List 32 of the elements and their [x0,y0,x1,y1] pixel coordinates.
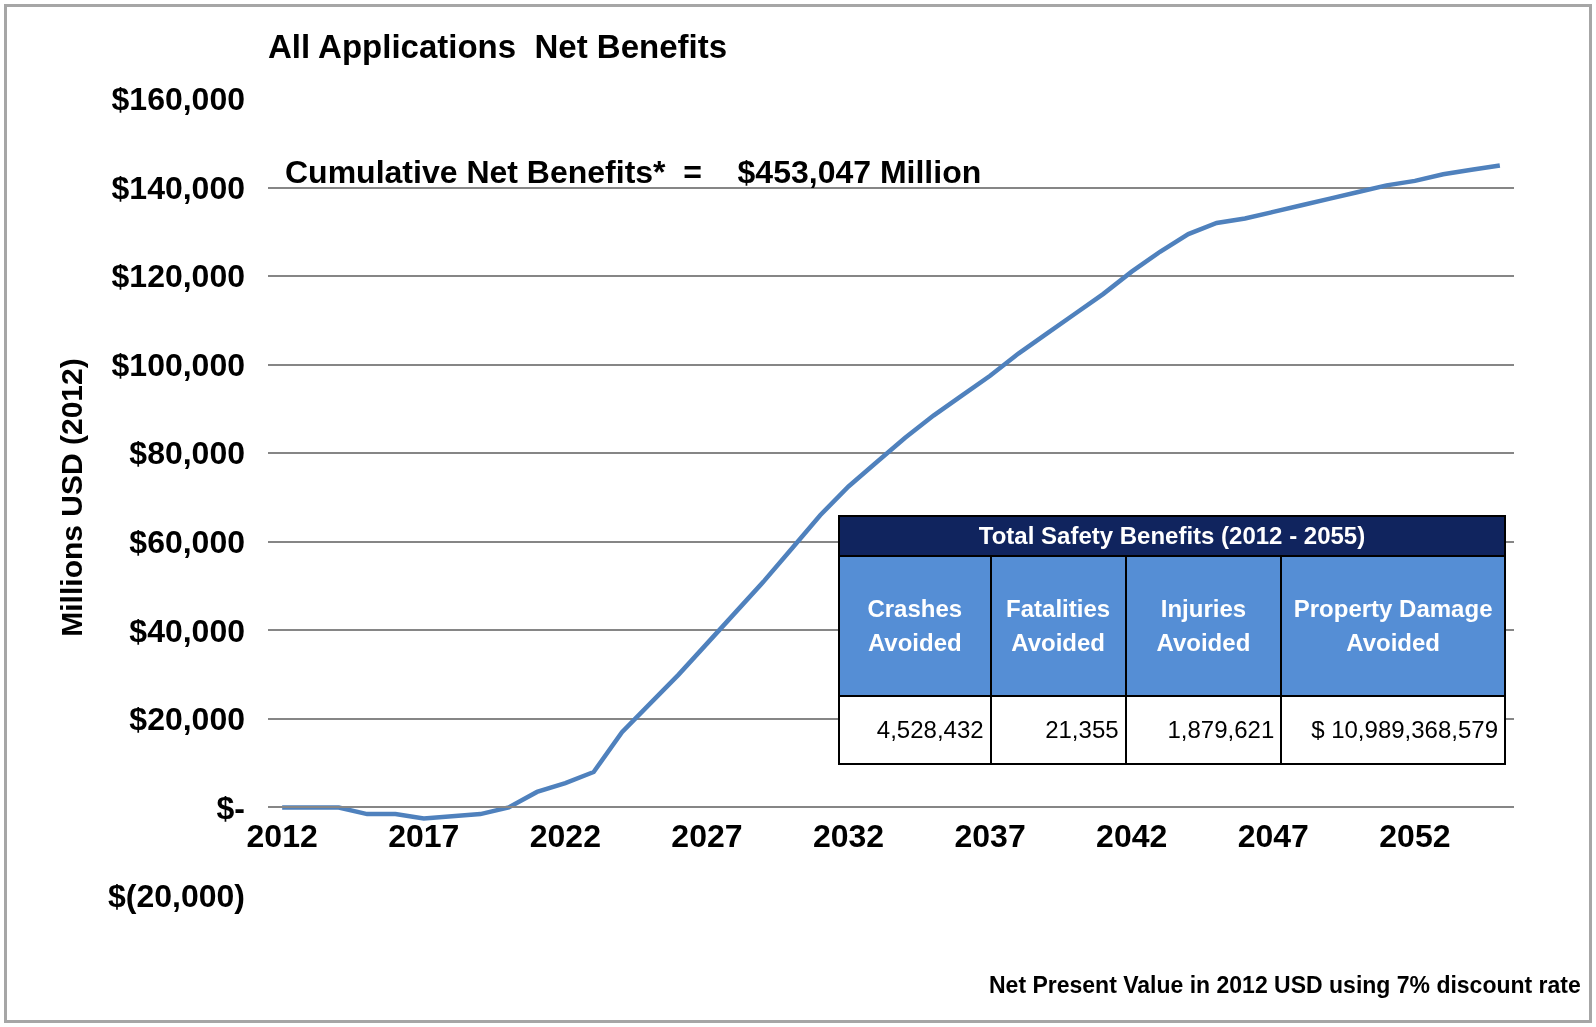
annotation: $ 10,989,368,579 [1281,696,1505,764]
x-tick-label: 2022 [529,817,601,854]
y-axis-title: Millions USD (2012) [55,358,89,637]
annotation: Property Damage Avoided [1281,556,1505,696]
annotation: Injuries Avoided [1125,556,1282,696]
x-tick-label: 2012 [246,817,318,854]
x-tick-label: 2017 [388,817,460,854]
annotation: 1,879,621 [1125,696,1282,764]
x-tick-label: 2032 [812,817,885,854]
annotation: Fatalities Avoided [990,556,1126,696]
y-tick-label: $60,000 [129,523,245,560]
y-tick-label: $140,000 [111,169,245,206]
text: Net Present Value in 2012 USD using 7% discount rate [989,972,1581,998]
x-tick-label: 2052 [1379,817,1451,854]
x-tick-label: 2047 [1237,817,1309,854]
y-tick-label: $80,000 [129,435,245,472]
y-tick-label: $40,000 [129,612,245,649]
annotation: Total Safety Benefits (2012 - 2055) [839,516,1505,556]
y-tick-label: $120,000 [111,258,245,295]
annotation: Crashes Avoided [839,556,991,696]
annotation: 4,528,432 [839,696,991,764]
y-tick-label: $20,000 [129,701,245,738]
annotation: Cumulative Net Benefits* = $453,047 Million [285,154,982,190]
x-tick-label: 2037 [954,817,1026,854]
annotation: 21,355 [990,696,1126,764]
y-tick-label: $- [216,789,245,826]
y-tick-label: $160,000 [111,81,245,118]
chart-title: All Applications Net Benefits [268,27,728,65]
y-tick-label: $100,000 [111,346,245,383]
x-tick-label: 2042 [1096,817,1168,854]
y-tick-label: $(20,000) [108,878,245,915]
x-tick-label: 2027 [671,817,743,854]
